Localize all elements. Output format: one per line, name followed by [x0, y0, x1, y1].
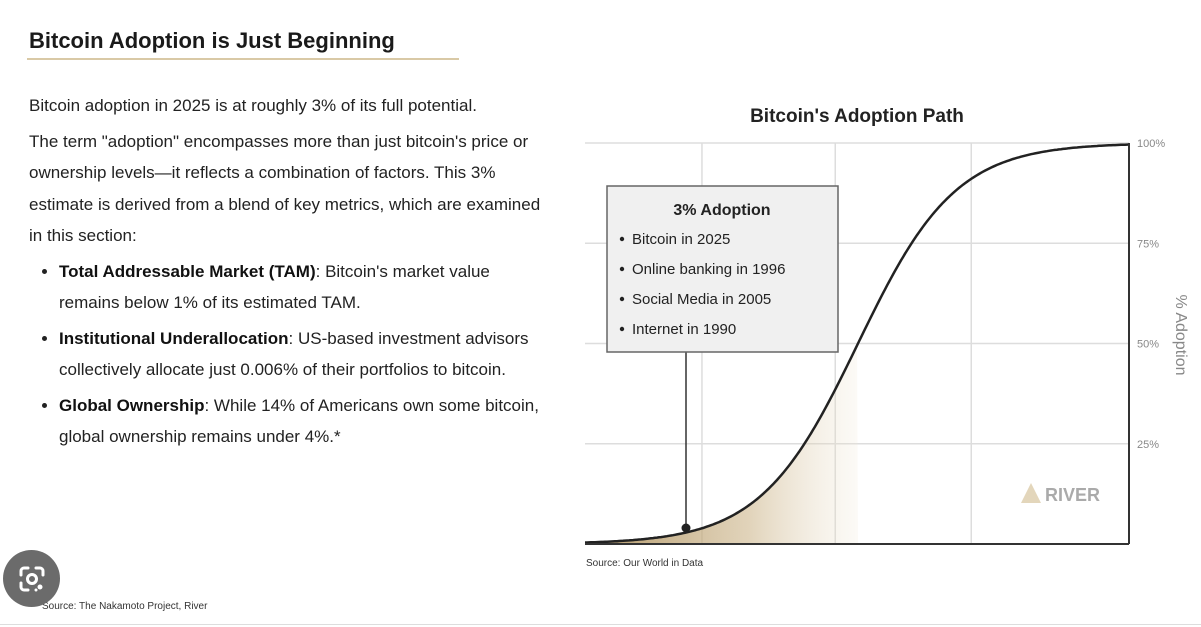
bullet-list: Total Addressable Market (TAM): Bitcoin'… — [29, 256, 549, 453]
adoption-curve — [585, 143, 1130, 544]
y-tick-label: 25% — [1137, 439, 1159, 451]
y-axis-label: % Adoption — [1172, 295, 1189, 376]
list-item: Institutional Underallocation: US-based … — [59, 323, 549, 386]
body-text: Bitcoin adoption in 2025 is at roughly 3… — [29, 90, 549, 457]
y-tick-label: 75% — [1137, 238, 1159, 250]
bullet-heading: Institutional Underallocation — [59, 328, 289, 348]
title-underline — [27, 58, 459, 60]
bullet-dot — [619, 236, 625, 242]
bullet-heading: Global Ownership — [59, 395, 205, 415]
bullet-dot — [619, 296, 625, 302]
bullet-text: : Bitcoin's market value remains below 1… — [59, 261, 490, 313]
lens-search-button[interactable] — [3, 550, 60, 607]
river-logo-icon — [1021, 483, 1041, 503]
adoption-area — [585, 345, 858, 544]
river-watermark: RIVER — [1021, 483, 1100, 505]
callout-item: Online banking in 1996 — [632, 261, 785, 278]
left-source: Source: The Nakamoto Project, River — [42, 601, 208, 612]
callout-item: Internet in 1990 — [632, 321, 736, 338]
highlight-point — [681, 523, 691, 533]
paragraph: The term "adoption" encompasses more tha… — [29, 131, 541, 246]
y-tick-label: 100% — [1137, 138, 1165, 150]
list-item: Global Ownership: While 14% of Americans… — [59, 390, 549, 453]
callout-title: 3% Adoption — [673, 202, 770, 219]
divider — [0, 624, 1201, 625]
list-item: Total Addressable Market (TAM): Bitcoin'… — [59, 256, 549, 319]
callout-item: Social Media in 2005 — [632, 291, 771, 308]
watermark-text: RIVER — [1045, 485, 1100, 505]
bullet-dot — [619, 266, 625, 272]
intro-text: Bitcoin adoption in 2025 is at roughly 3… — [29, 96, 477, 115]
page-title: Bitcoin Adoption is Just Beginning — [29, 28, 395, 53]
bullet-text: : While 14% of Americans own some bitcoi… — [59, 395, 539, 447]
bullet-heading: Total Addressable Market (TAM) — [59, 261, 316, 281]
bullet-text: : US-based investment advisors collectiv… — [59, 328, 529, 380]
callout-item: Bitcoin in 2025 — [632, 231, 730, 248]
chart-source: Source: Our World in Data — [586, 558, 704, 569]
lens-icon — [19, 566, 44, 591]
bullet-dot — [619, 326, 625, 332]
y-tick-label: 50% — [1137, 339, 1159, 351]
callout-box — [606, 185, 839, 353]
chart-title: Bitcoin's Adoption Path — [750, 106, 964, 127]
